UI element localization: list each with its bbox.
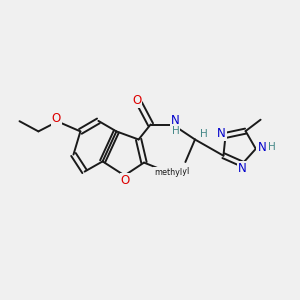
Text: methyl: methyl: [154, 168, 182, 177]
Text: N: N: [257, 141, 266, 154]
Text: H: H: [268, 142, 276, 152]
Text: H: H: [200, 129, 207, 139]
Text: N: N: [217, 128, 226, 140]
Text: O: O: [132, 94, 141, 107]
Text: N: N: [171, 114, 180, 128]
Text: H: H: [172, 125, 179, 136]
Text: O: O: [121, 173, 130, 187]
Text: O: O: [52, 112, 61, 125]
Text: N: N: [238, 162, 247, 175]
Text: methyl: methyl: [160, 167, 189, 176]
